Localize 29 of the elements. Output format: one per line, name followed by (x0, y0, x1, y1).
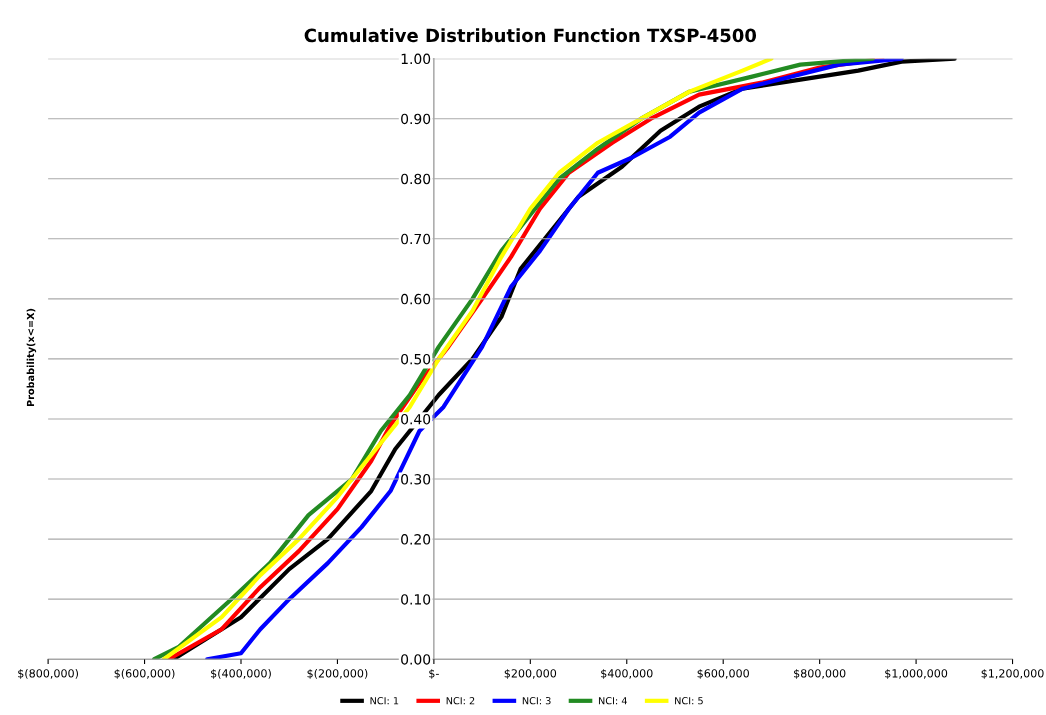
legend-label: NCI: 4 (598, 697, 627, 705)
x-tick-label: $(600,000) (114, 668, 175, 680)
x-tick-label: $400,000 (601, 668, 653, 680)
y-tick-label: 0.60 (401, 293, 431, 305)
x-tick-label: $(800,000) (18, 668, 78, 680)
y-tick-label: 0.70 (401, 233, 431, 245)
legend-label: NCI: 3 (522, 697, 551, 705)
chart-title: Cumulative Distribution Function TXSP-4500 (304, 28, 757, 43)
y-tick-label: 0.20 (401, 534, 431, 545)
y-tick-label: 0.10 (401, 594, 431, 605)
y-tick-label: 0.80 (401, 173, 431, 185)
y-tick-label: 0.90 (401, 113, 431, 125)
legend-label: NCI: 5 (675, 697, 703, 705)
y-tick-label: 0.50 (401, 353, 431, 365)
legend-label: NCI: 2 (446, 697, 475, 705)
y-tick-label: 0.40 (401, 413, 431, 425)
x-tick-label: $200,000 (504, 668, 557, 680)
y-tick-label: 0.00 (401, 654, 431, 665)
y-axis-title: Probability(x<=X) (26, 308, 37, 407)
y-tick-label: 1.00 (401, 53, 431, 65)
x-tick-label: $(200,000) (307, 668, 368, 680)
x-tick-label: $(400,000) (211, 668, 271, 680)
x-tick-label: $1,200,000 (981, 668, 1044, 680)
legend-label: NCI: 1 (370, 697, 399, 705)
x-tick-label: $- (429, 668, 439, 680)
y-tick-label: 0.30 (401, 474, 431, 485)
x-tick-label: $600,000 (697, 668, 749, 680)
x-tick-label: $800,000 (794, 668, 846, 680)
x-tick-label: $1,000,000 (885, 668, 948, 680)
